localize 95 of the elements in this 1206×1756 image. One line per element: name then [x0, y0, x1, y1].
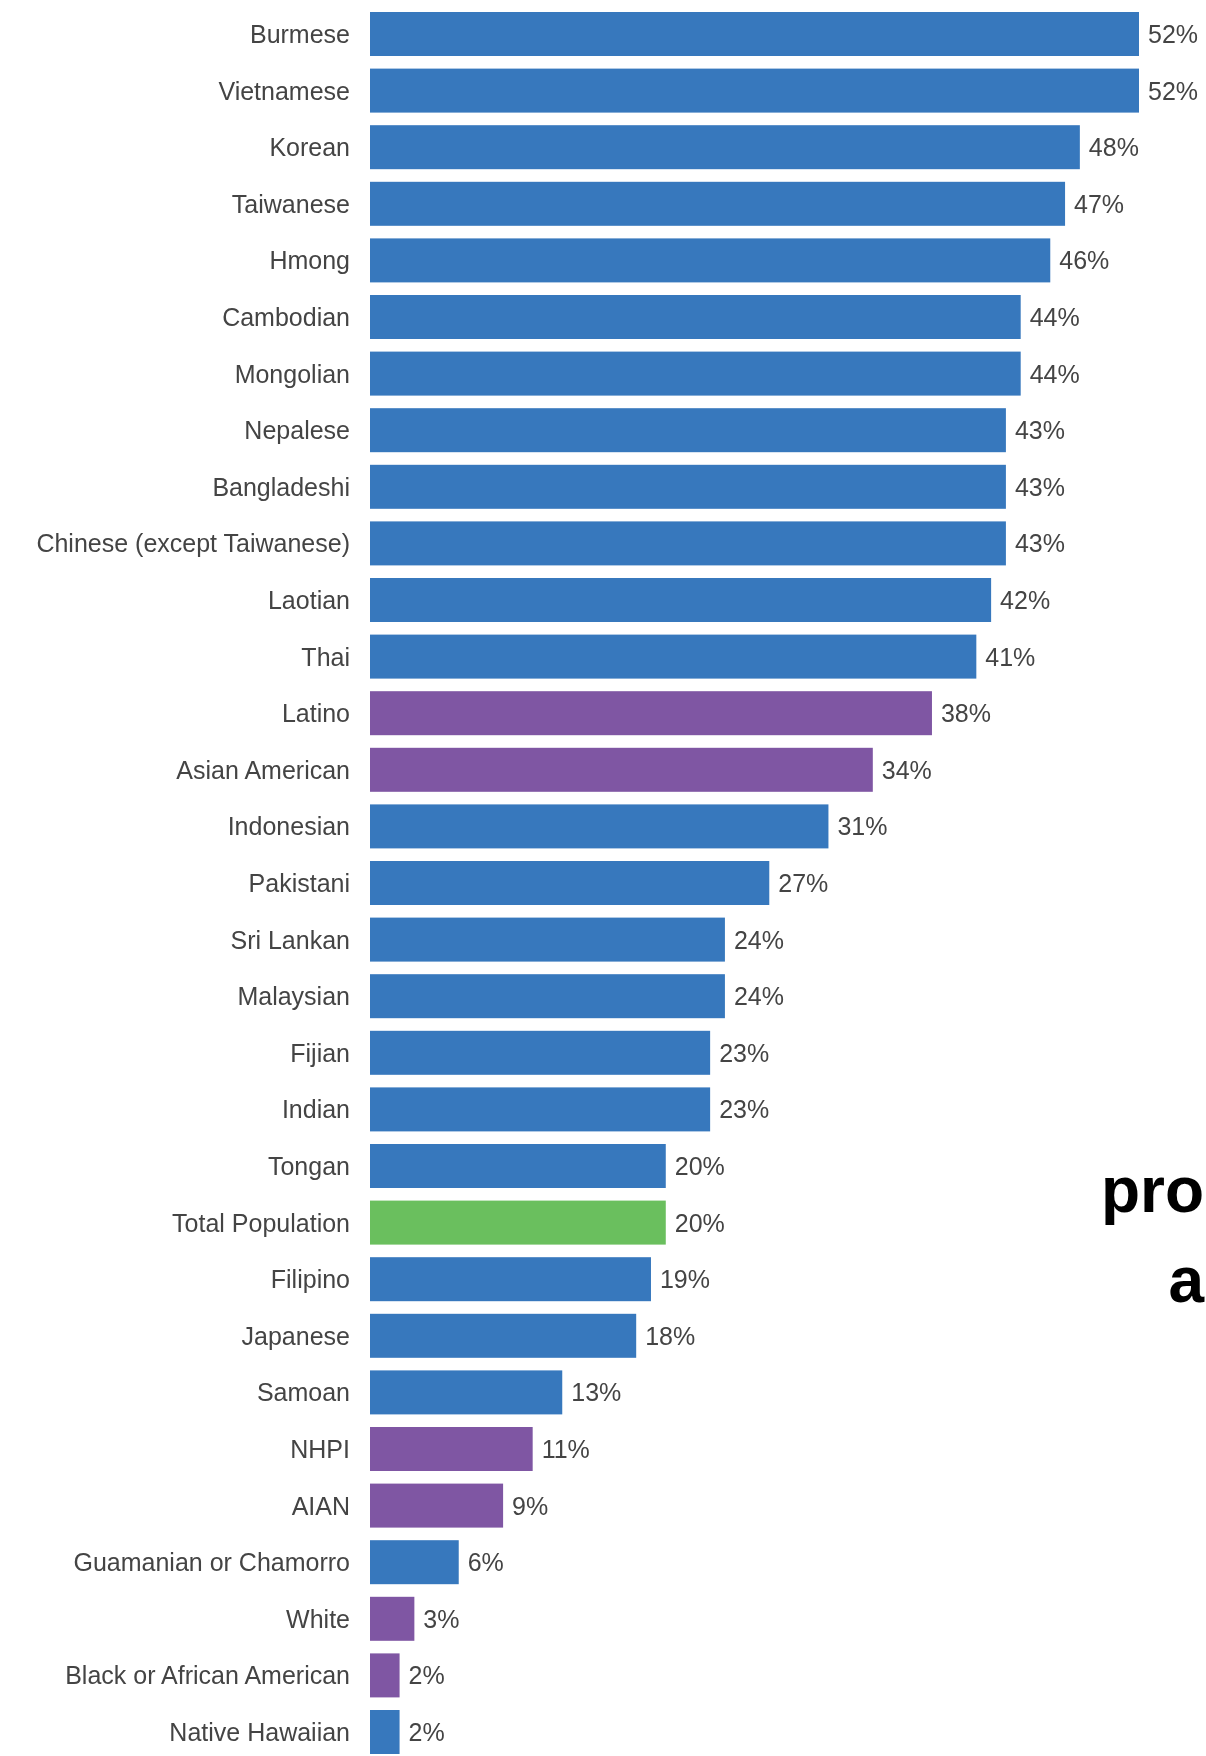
data-label: 19%	[659, 1265, 711, 1294]
y-tick-label: Taiwanese	[231, 189, 350, 218]
bar	[370, 68, 1139, 113]
y-tick-label: Bangladeshi	[212, 472, 350, 501]
bar	[370, 804, 829, 849]
data-label: 6%	[467, 1548, 504, 1577]
bar	[370, 238, 1051, 283]
data-label: 9%	[512, 1491, 549, 1520]
data-label: 24%	[733, 925, 784, 954]
data-label: 24%	[733, 982, 784, 1011]
y-tick-label: Pakistani	[248, 869, 350, 897]
y-tick-label: Black or African American	[65, 1661, 350, 1690]
data-label: 44%	[1029, 359, 1080, 388]
data-label: 2%	[408, 1661, 445, 1690]
data-label: 52%	[1148, 76, 1199, 105]
bar	[370, 408, 1006, 453]
y-tick-label: Sri Lankan	[230, 925, 350, 954]
y-tick-label: Fijian	[290, 1038, 350, 1067]
bar	[370, 464, 1006, 509]
bar	[370, 351, 1021, 396]
bar	[370, 974, 725, 1019]
y-tick-label: Chinese (except Taiwanese)	[36, 529, 350, 558]
y-tick-label: Indonesian	[227, 812, 350, 841]
bar	[370, 578, 992, 622]
y-tick-label: Guamanian or Chamorro	[73, 1548, 350, 1577]
y-tick-label: Laotian	[267, 586, 350, 614]
text: a	[1168, 1244, 1205, 1316]
bar	[370, 295, 1021, 339]
bar	[370, 1200, 666, 1245]
bar	[370, 861, 770, 905]
data-label: 43%	[1014, 529, 1065, 558]
y-tick-label: Thai	[301, 642, 350, 671]
y-tick-label: Vietnamese	[218, 76, 350, 105]
data-label: 48%	[1088, 133, 1139, 162]
y-tick-label: Filipino	[270, 1265, 350, 1294]
data-label: 47%	[1074, 189, 1125, 218]
data-label: 13%	[571, 1378, 622, 1407]
y-tick-label: Indian	[281, 1095, 350, 1124]
data-label: 44%	[1029, 303, 1080, 331]
data-label: 23%	[719, 1095, 770, 1124]
bar	[370, 12, 1139, 56]
bar	[370, 1540, 459, 1585]
y-tick-label: AIAN	[291, 1491, 350, 1520]
bar	[370, 1596, 415, 1641]
y-tick-label: White	[286, 1604, 350, 1633]
y-tick-label: Native Hawaiian	[169, 1718, 350, 1746]
y-tick-label: Tongan	[267, 1152, 350, 1180]
y-tick-label: Malaysian	[237, 982, 350, 1011]
bar	[370, 691, 932, 736]
data-label: 18%	[645, 1321, 696, 1350]
bar	[370, 1313, 637, 1358]
bar	[370, 1257, 651, 1302]
data-label: 20%	[674, 1208, 725, 1237]
bar	[370, 1427, 533, 1471]
y-tick-label: Korean	[269, 133, 350, 162]
bar	[370, 1653, 400, 1698]
data-label: 41%	[985, 642, 1036, 671]
y-tick-label: Latino	[281, 699, 350, 728]
data-label: 27%	[778, 869, 829, 897]
bar	[370, 125, 1080, 170]
bar	[370, 521, 1006, 566]
bar	[370, 634, 977, 679]
bar	[370, 1483, 504, 1528]
data-label: 43%	[1014, 416, 1065, 445]
y-tick-label: Mongolian	[234, 359, 350, 388]
bar	[370, 181, 1066, 226]
data-label: 3%	[423, 1604, 460, 1633]
data-label: 23%	[719, 1038, 770, 1067]
bar	[370, 1370, 563, 1415]
y-tick-label: Samoan	[256, 1378, 350, 1407]
data-label: 2%	[408, 1718, 445, 1746]
data-label: 20%	[674, 1152, 725, 1180]
y-tick-label: Total Population	[172, 1208, 350, 1237]
y-tick-label: Hmong	[269, 246, 350, 275]
data-label: 11%	[541, 1435, 590, 1463]
data-label: 42%	[1000, 586, 1051, 614]
data-label: 43%	[1014, 472, 1065, 501]
bar	[370, 917, 725, 962]
bar	[370, 1087, 711, 1132]
bar	[370, 1144, 666, 1188]
y-tick-label: Asian American	[176, 755, 350, 784]
data-label: 46%	[1059, 246, 1110, 275]
y-tick-label: Japanese	[241, 1321, 350, 1350]
data-label: 38%	[940, 699, 992, 728]
bar	[370, 747, 873, 792]
y-tick-label: Cambodian	[222, 303, 350, 331]
y-tick-label: Burmese	[249, 20, 350, 48]
data-label: 34%	[881, 755, 932, 784]
data-label: 31%	[837, 812, 888, 841]
data-label: 52%	[1148, 20, 1199, 48]
annotation: pro	[1100, 1154, 1204, 1226]
y-tick-label: NHPI	[290, 1435, 350, 1463]
bar	[370, 1710, 400, 1754]
y-tick-label: Nepalese	[244, 416, 350, 445]
bar	[370, 1030, 711, 1075]
